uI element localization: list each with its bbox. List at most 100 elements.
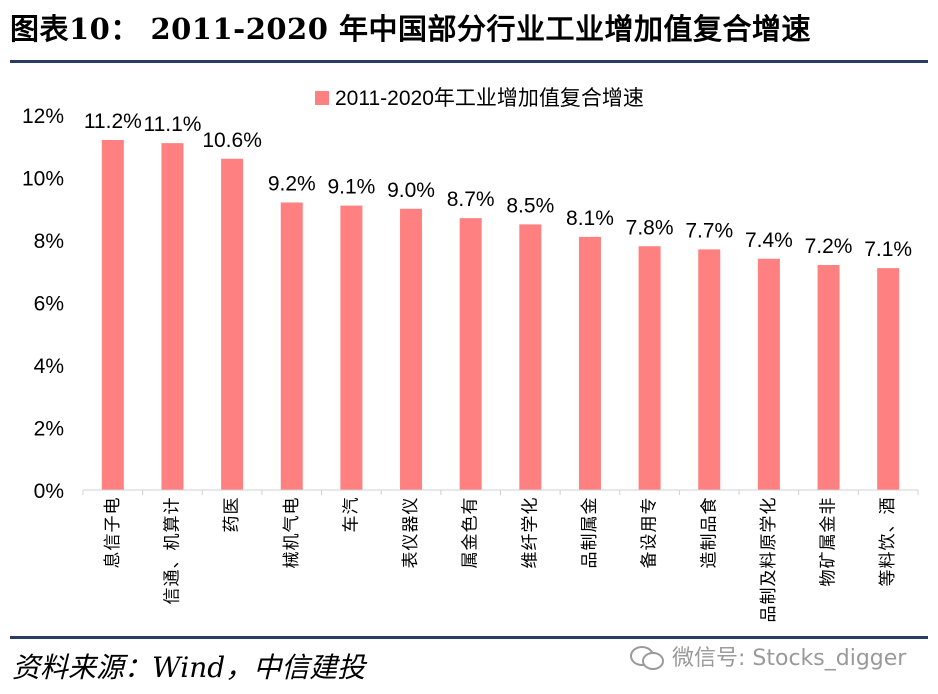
legend-label: 2011-2020年工业增加值复合增速 (335, 87, 644, 110)
x-tick-char: 属 (819, 534, 839, 551)
x-tick-char: 信 (162, 588, 182, 605)
bar-chart: 2011-2020年工业增加值复合增速 0% 2% 4% 6% 8% 10% 12% 11.… (22, 87, 919, 623)
bar (221, 158, 244, 490)
x-tick-char: 通 (162, 570, 182, 587)
data-label: 11.2% (84, 110, 142, 133)
y-tick-label: 8% (34, 230, 64, 253)
x-tick-char: 备 (640, 552, 660, 569)
x-tick-char: 金 (819, 516, 839, 533)
data-label: 7.8% (626, 216, 674, 239)
bar (400, 208, 423, 490)
x-tick-char: 矿 (819, 552, 839, 569)
x-tick-char: 专 (640, 498, 660, 515)
data-label: 7.7% (685, 219, 733, 242)
data-label: 9.1% (327, 176, 375, 199)
watermark: 微信号: Stocks_digger (630, 640, 906, 672)
x-tick-char: 计 (162, 498, 182, 515)
x-tick-char: 品 (759, 606, 779, 623)
y-tick-label: 12% (22, 105, 64, 128)
x-tick-char: 学 (759, 516, 779, 533)
bar (638, 246, 661, 490)
x-tick-char: 息 (103, 552, 123, 569)
x-axis: 电子信息计算机、通信医药电气机械汽车仪器仪表有色金属化学纤维金属制品专用设备食品… (82, 489, 919, 623)
x-tick-char: 料 (759, 552, 779, 569)
bar-series (101, 140, 900, 490)
x-tick-char: 、 (162, 552, 182, 569)
x-tick-label: 计算机、通信 (162, 498, 182, 605)
data-labels: 11.2% 11.1%10.6% 9.2% 9.1% 9.0% 8.7% 8.5% 8.1% 7… (84, 110, 912, 261)
x-tick-char: 算 (162, 516, 182, 533)
x-tick-char: 饮 (878, 534, 898, 551)
x-tick-char: 药 (222, 516, 242, 533)
bar (817, 265, 840, 490)
data-label: 9.0% (387, 179, 435, 202)
x-tick-char: 电 (282, 498, 302, 515)
x-tick-char: 食 (699, 498, 719, 515)
x-tick-char: 金 (580, 498, 600, 515)
watermark-text: 微信号: Stocks_digger (672, 646, 907, 671)
x-tick-char: 机 (162, 534, 182, 551)
data-label: 7.2% (805, 235, 853, 258)
y-tick-label: 6% (34, 293, 64, 316)
footer-divider (10, 636, 928, 639)
y-tick-label: 0% (34, 480, 64, 503)
data-label: 11.1% (143, 113, 201, 136)
chart-legend: 2011-2020年工业增加值复合增速 (315, 87, 644, 110)
data-label: 7.4% (745, 229, 793, 252)
x-tick-char: 属 (580, 516, 600, 533)
x-tick-char: 金 (461, 534, 481, 551)
bar (519, 224, 542, 490)
x-tick-char: 汽 (341, 498, 361, 515)
bar (459, 218, 482, 490)
y-tick-label: 2% (34, 418, 64, 441)
x-tick-char: 信 (103, 534, 123, 551)
data-label: 7.1% (864, 238, 912, 261)
bar (280, 202, 303, 490)
y-axis: 0% 2% 4% 6% 8% 10% 12% (22, 105, 64, 503)
x-tick-char: 原 (759, 534, 779, 551)
x-tick-char: 子 (103, 516, 123, 533)
x-tick-char: 制 (580, 534, 600, 551)
x-tick-char: 及 (759, 570, 779, 587)
x-tick-char: 非 (819, 498, 839, 515)
x-tick-label: 医药 (222, 498, 242, 533)
x-tick-char: 制 (699, 534, 719, 551)
source-note: 资料来源：Wind，中信建投 (12, 651, 366, 684)
x-tick-label: 酒、饮料等 (878, 498, 898, 587)
x-tick-char: 酒 (878, 498, 898, 515)
x-tick-char: 造 (699, 552, 719, 569)
x-tick-char: 设 (640, 534, 660, 551)
x-tick-char: 车 (341, 516, 361, 533)
bar (101, 140, 124, 490)
bar (161, 143, 184, 490)
x-tick-char: 纤 (520, 534, 540, 551)
x-tick-char: 物 (819, 570, 839, 587)
x-tick-char: 维 (520, 552, 540, 569)
x-tick-char: 料 (878, 552, 898, 569)
y-tick-label: 4% (34, 355, 64, 378)
bar (757, 258, 780, 490)
x-tick-char: 品 (699, 516, 719, 533)
x-tick-label: 汽车 (341, 498, 361, 533)
data-label: 8.7% (447, 188, 495, 211)
wechat-icon (630, 644, 664, 670)
x-tick-char: 制 (759, 588, 779, 605)
y-tick-label: 10% (22, 168, 64, 191)
x-tick-char: 有 (461, 498, 481, 515)
title-divider (10, 60, 928, 63)
data-label: 8.5% (506, 194, 554, 217)
x-tick-char: 化 (520, 498, 540, 515)
x-tick-char: 医 (222, 498, 242, 515)
x-tick-char: 气 (282, 516, 302, 533)
x-tick-char: 器 (401, 516, 421, 533)
x-tick-char: 化 (759, 498, 779, 515)
data-label: 8.1% (566, 207, 614, 230)
